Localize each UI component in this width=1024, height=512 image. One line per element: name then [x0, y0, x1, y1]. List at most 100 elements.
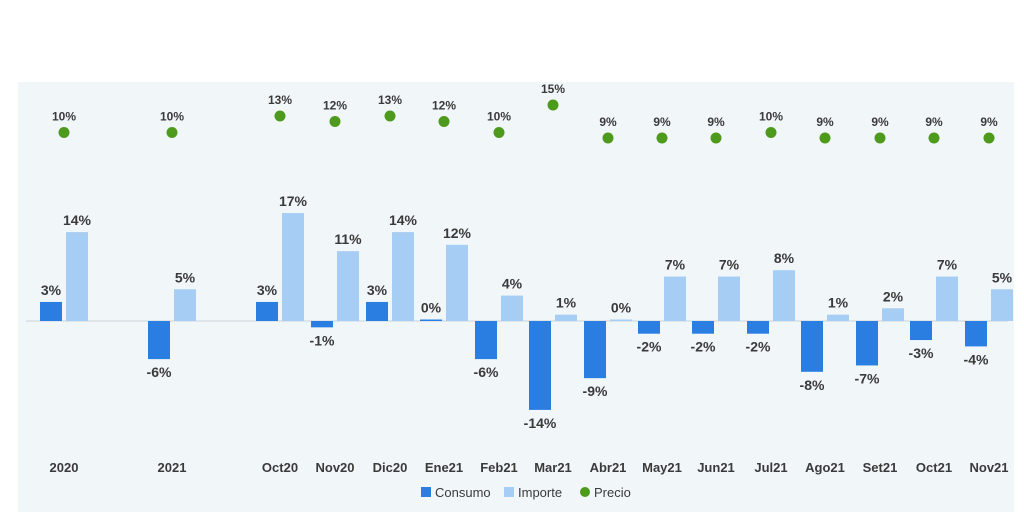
bar-importe-dic20 — [392, 232, 414, 321]
dot-precio-ago21 — [819, 132, 831, 144]
label-precio-ene21: 12% — [432, 99, 456, 113]
bar-consumo-dic20 — [366, 301, 388, 321]
bar-importe-nov21 — [991, 289, 1013, 321]
label-precio-set21: 9% — [871, 115, 889, 129]
bar-importe-ene21 — [446, 244, 468, 321]
bar-importe-2021 — [174, 289, 196, 321]
label-importe-2020: 14% — [63, 212, 92, 228]
label-precio-feb21: 10% — [487, 110, 511, 124]
label-consumo-dic20: 3% — [367, 282, 388, 298]
label-precio-abr21: 9% — [599, 115, 617, 129]
label-importe-feb21: 4% — [502, 276, 523, 292]
label-consumo-feb21: -6% — [474, 364, 499, 380]
label-precio-jul21: 10% — [759, 110, 783, 124]
label-precio-jun21: 9% — [707, 115, 725, 129]
dot-precio-nov21 — [983, 132, 995, 144]
bar-consumo-oct20 — [256, 301, 278, 321]
bar-consumo-nov21 — [965, 321, 987, 347]
dot-precio-set21 — [874, 132, 886, 144]
dot-precio-mar21 — [547, 99, 559, 111]
dot-precio-2020 — [58, 127, 70, 138]
dot-precio-ene21 — [438, 116, 450, 127]
x-tick-feb21: Feb21 — [480, 460, 518, 475]
bar-importe-mar21 — [555, 314, 577, 321]
label-consumo-mar21: -14% — [524, 415, 557, 431]
label-consumo-ago21: -8% — [800, 377, 825, 393]
chart-marks: 3% 14% 10% -6% 5% 10% 3% 17% 13% -1% 11% 12% 3% 14% 13… — [40, 82, 1013, 431]
bar-importe-nov20 — [337, 251, 359, 321]
x-tick-mar21: Mar21 — [534, 460, 572, 475]
label-importe-nov20: 11% — [334, 231, 362, 247]
dot-precio-may21 — [656, 132, 668, 144]
x-tick-abr21: Abr21 — [590, 460, 627, 475]
x-tick-dic20: Dic20 — [373, 460, 408, 475]
x-tick-nov20: Nov20 — [315, 460, 354, 475]
label-precio-dic20: 13% — [378, 93, 402, 107]
label-precio-nov20: 12% — [323, 99, 347, 113]
x-tick-2021: 2021 — [158, 460, 187, 475]
label-precio-oct21: 9% — [925, 115, 943, 129]
legend-swatch-consumo — [421, 487, 431, 497]
label-consumo-oct21: -3% — [909, 345, 934, 361]
bar-consumo-set21 — [856, 321, 878, 366]
label-consumo-may21: -2% — [637, 339, 662, 355]
x-tick-set21: Set21 — [863, 460, 898, 475]
dot-precio-jul21 — [765, 127, 777, 138]
label-precio-oct20: 13% — [268, 93, 292, 107]
legend-label-precio: Precio — [594, 485, 631, 500]
bar-importe-2020 — [66, 232, 88, 321]
label-importe-jul21: 8% — [774, 250, 795, 266]
label-consumo-nov21: -4% — [964, 351, 989, 367]
label-consumo-jul21: -2% — [746, 339, 771, 355]
bar-importe-jun21 — [718, 276, 740, 321]
dot-precio-dic20 — [384, 110, 396, 122]
chart-panel: 3% 14% 10% -6% 5% 10% 3% 17% 13% -1% 11% 12% 3% 14% 13… — [18, 82, 1014, 512]
label-precio-ago21: 9% — [816, 115, 834, 129]
legend-label-importe: Importe — [518, 485, 562, 500]
bar-importe-set21 — [882, 308, 904, 321]
label-importe-dic20: 14% — [389, 212, 418, 228]
label-precio-may21: 9% — [653, 115, 671, 129]
legend-swatch-importe — [504, 487, 514, 497]
bar-consumo-abr21 — [584, 321, 606, 379]
x-tick-jun21: Jun21 — [697, 460, 735, 475]
dot-precio-2021 — [166, 127, 178, 138]
bar-consumo-2020 — [40, 301, 62, 321]
dot-precio-nov20 — [329, 116, 341, 127]
bar-importe-ago21 — [827, 314, 849, 321]
bar-consumo-ago21 — [801, 321, 823, 372]
x-tick-2020: 2020 — [50, 460, 79, 475]
label-precio-2020: 10% — [52, 110, 76, 124]
bar-consumo-ene21 — [420, 319, 442, 321]
label-importe-set21: 2% — [883, 288, 904, 304]
chart-svg: 3% 14% 10% -6% 5% 10% 3% 17% 13% -1% 11% 12% 3% 14% 13… — [26, 82, 1013, 500]
label-importe-ago21: 1% — [828, 295, 849, 311]
dot-precio-jun21 — [710, 132, 722, 144]
bar-consumo-mar21 — [529, 321, 551, 410]
bar-importe-oct21 — [936, 276, 958, 321]
label-importe-oct21: 7% — [937, 257, 958, 273]
label-importe-mar21: 1% — [556, 295, 577, 311]
dot-precio-oct21 — [928, 132, 940, 144]
label-consumo-ene21: 0% — [421, 300, 442, 316]
label-precio-nov21: 9% — [980, 115, 998, 129]
bar-importe-may21 — [664, 276, 686, 321]
label-importe-nov21: 5% — [992, 269, 1013, 285]
x-tick-may21: May21 — [642, 460, 682, 475]
bar-importe-abr21 — [610, 319, 632, 321]
bar-consumo-feb21 — [475, 321, 497, 360]
dot-precio-feb21 — [493, 127, 505, 138]
bar-consumo-nov20 — [311, 321, 333, 328]
dot-precio-oct20 — [274, 110, 286, 122]
label-consumo-jun21: -2% — [691, 339, 716, 355]
label-importe-oct20: 17% — [279, 193, 308, 209]
label-precio-2021: 10% — [160, 110, 184, 124]
x-tick-nov21: Nov21 — [969, 460, 1008, 475]
label-consumo-oct20: 3% — [257, 282, 278, 298]
bar-consumo-2021 — [148, 321, 170, 360]
bar-consumo-may21 — [638, 321, 660, 334]
label-precio-mar21: 15% — [541, 82, 565, 96]
x-tick-oct20: Oct20 — [262, 460, 298, 475]
x-tick-jul21: Jul21 — [754, 460, 787, 475]
label-importe-jun21: 7% — [719, 257, 740, 273]
